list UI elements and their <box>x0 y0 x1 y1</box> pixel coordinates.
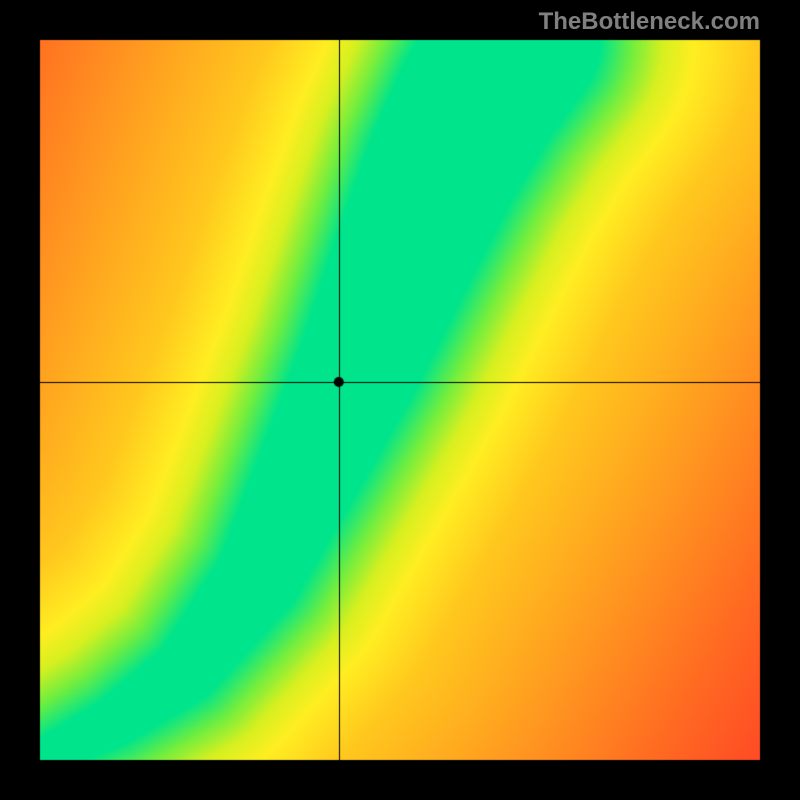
heatmap-canvas <box>0 0 800 800</box>
chart-container: TheBottleneck.com <box>0 0 800 800</box>
